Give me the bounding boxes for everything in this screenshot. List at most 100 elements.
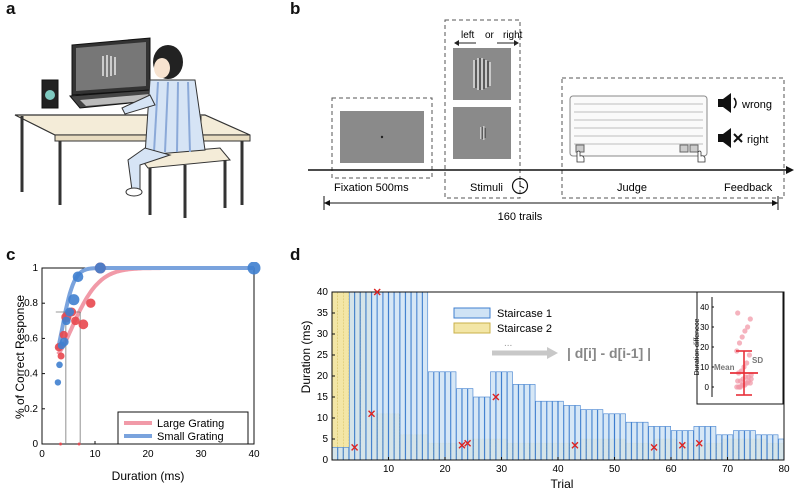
d-ytick-label: 25	[317, 350, 329, 361]
arrow-ellipsis: ...	[504, 338, 512, 349]
inset-point	[739, 334, 745, 340]
staircase1-bar	[710, 426, 717, 461]
c-data-point	[72, 271, 84, 283]
staircase1-bar	[360, 291, 366, 461]
staircase1-bar	[546, 400, 553, 461]
staircase1-bar	[755, 434, 762, 461]
staircase1-bar	[501, 371, 508, 461]
judge-label: Judge	[617, 182, 647, 194]
experiment-setup-illustration	[14, 37, 251, 218]
c-data-point	[94, 262, 106, 274]
fixation-label: Fixation 500ms	[334, 182, 409, 194]
c-data-point	[68, 294, 80, 306]
c-curve-small	[55, 266, 254, 350]
legend-large-grating: Large Grating	[157, 418, 224, 430]
inset-chart: 0 10 20 30 40 Duration diffenece Mean SD	[694, 291, 784, 405]
panel-label-a: a	[6, 0, 16, 18]
staircase1-bar	[625, 421, 632, 461]
staircase1-bar	[648, 426, 655, 461]
staircase1-bar	[704, 426, 711, 461]
d-ytick-label: 0	[322, 455, 328, 466]
staircase1-bar	[557, 400, 564, 461]
staircase1-bar	[727, 434, 734, 461]
feedback-label: Feedback	[724, 182, 773, 194]
c-xtick-label: 30	[195, 449, 207, 460]
reversal-mark	[695, 439, 703, 447]
left-label: left	[461, 30, 475, 41]
staircase1-bar	[687, 430, 694, 461]
speaker-wrong-icon	[718, 93, 737, 113]
c-data-point	[62, 316, 71, 326]
staircase1-bar	[512, 384, 519, 461]
staircase1-bar	[411, 291, 417, 461]
staircase1-bar	[761, 434, 768, 461]
legend-staircase-2: Staircase 2	[497, 323, 552, 335]
staircase1-bar	[569, 405, 575, 461]
c-data-point	[59, 442, 63, 446]
staircase1-bar	[676, 430, 683, 461]
staircase1-bar	[365, 291, 372, 461]
staircase1-bar	[642, 421, 649, 461]
c-data-point	[57, 352, 65, 360]
d-xtick-label: 10	[383, 464, 395, 475]
inset-point	[736, 340, 743, 346]
c-data-point	[247, 262, 261, 275]
staircase1-bar	[529, 384, 536, 461]
staircase1-bar	[580, 409, 587, 461]
psychometric-chart: % of Correct Response Duration (ms) 0 10 2…	[13, 262, 261, 483]
c-data-point	[56, 361, 63, 369]
inset-mean-label: Mean	[714, 363, 735, 372]
staircase2-bar	[342, 291, 350, 461]
staircase1-bar	[439, 371, 445, 461]
c-ytick-label: 0	[32, 439, 38, 450]
reversal-mark	[678, 441, 686, 449]
d-ytick-label: 15	[317, 392, 329, 403]
inset-point	[747, 316, 753, 322]
inset-ytick-label: 40	[700, 303, 709, 312]
left-hand-icon	[576, 150, 585, 163]
reversal-mark	[464, 439, 472, 447]
c-data-point	[65, 307, 75, 317]
d-ytick-label: 30	[317, 329, 329, 340]
staircase1-bar	[490, 371, 496, 461]
reversal-mark	[492, 393, 500, 401]
c-xtick-label: 40	[248, 449, 260, 460]
staircase1-bar	[467, 388, 474, 461]
inset-point	[736, 384, 742, 390]
staircase1-bar	[767, 434, 773, 461]
d-legend: Staircase 1 Staircase 2	[453, 307, 552, 335]
trial-procedure-diagram: left or right wrong right Fixation 500ms…	[308, 19, 794, 223]
d-xtick-label: 30	[496, 464, 508, 475]
staircase1-bar	[750, 430, 756, 461]
staircase1-bar	[371, 291, 378, 461]
staircase1-bar	[405, 291, 412, 461]
c-ytick-label: 0.6	[24, 333, 38, 344]
staircase1-bar	[354, 291, 361, 461]
staircase1-bar	[620, 413, 626, 461]
inset-ytick-label: 0	[705, 383, 710, 392]
trials-label: 160 trails	[498, 211, 543, 223]
inset-point	[744, 360, 750, 366]
staircase1-bar	[738, 430, 745, 461]
d-ytick-label: 40	[317, 287, 329, 298]
reversal-mark	[368, 410, 376, 418]
inset-ytick-label: 20	[700, 343, 709, 352]
staircase1-bar	[608, 413, 615, 461]
c-ytick-label: 0.2	[24, 404, 38, 415]
staircase1-bar	[586, 409, 592, 461]
staircase1-bar	[778, 438, 784, 461]
staircase1-bar	[699, 426, 705, 461]
reversal-mark	[458, 441, 466, 449]
legend-staircase-1: Staircase 1	[497, 308, 552, 320]
c-curve-large	[56, 266, 254, 356]
c-data-point	[77, 442, 81, 446]
staircase1-bar	[450, 371, 457, 461]
staircase1-bar	[716, 434, 722, 461]
wrong-label: wrong	[741, 99, 772, 111]
staircase-chart: Duration (ms) Trial 10 20 30 40 50 60 70 80 0 5 10…	[299, 287, 790, 490]
d-ytick-label: 5	[322, 434, 328, 445]
inset-sd-label: SD	[752, 356, 763, 365]
panel-label-d: d	[290, 245, 301, 264]
legend-swatch-staircase1	[453, 307, 491, 319]
speaker-mute-icon	[718, 128, 743, 148]
